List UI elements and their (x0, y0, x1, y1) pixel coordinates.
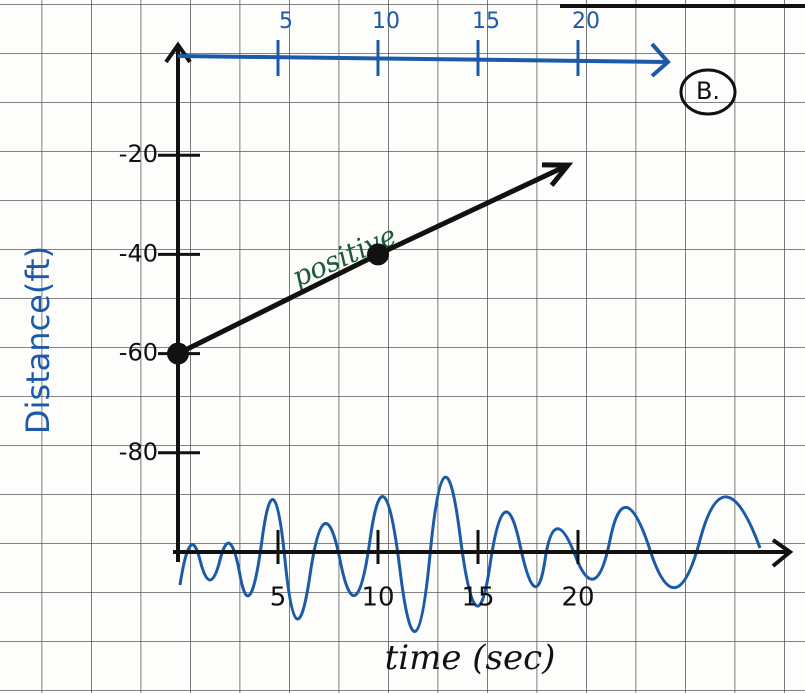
y-tick-label: -80 (119, 438, 158, 466)
x-tick-label: 10 (361, 583, 394, 613)
x-axis-label: time (sec) (385, 638, 556, 678)
point (367, 243, 389, 265)
top-tick-label: 10 (372, 9, 400, 34)
point (167, 343, 189, 365)
y-tick-label: -60 (119, 339, 158, 367)
top-tick-label: 5 (279, 9, 293, 34)
chart: B. positive time (sec) Distance(ft) -80-… (0, 0, 805, 693)
y-axis-label: Distance(ft) (19, 246, 57, 434)
x-tick-label: 20 (561, 583, 594, 613)
y-tick-label: -20 (119, 140, 158, 168)
panel-label: B. (696, 77, 720, 105)
top-tick-label: 15 (472, 9, 500, 34)
top-tick-label: 20 (572, 9, 600, 34)
x-tick-label: 5 (270, 583, 287, 613)
x-tick-label: 15 (461, 583, 494, 613)
y-tick-label: -40 (119, 239, 158, 267)
